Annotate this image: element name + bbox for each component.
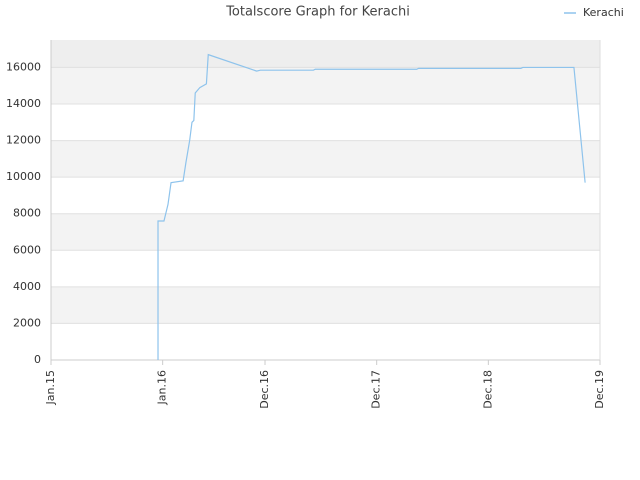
y-tick-label: 10000 — [6, 170, 41, 183]
x-tick-label: Dec.17 — [370, 370, 383, 409]
x-tick-label: Dec.18 — [481, 370, 494, 409]
y-tick-label: 8000 — [13, 207, 41, 220]
y-tick-label: 0 — [34, 353, 41, 366]
chart-title: Totalscore Graph for Kerachi — [225, 5, 410, 20]
y-tick-label: 14000 — [6, 97, 41, 110]
y-tick-label: 16000 — [6, 60, 41, 73]
line — [157, 53, 586, 360]
y-tick-label: 4000 — [13, 280, 41, 293]
band — [51, 286, 600, 324]
band — [51, 213, 600, 251]
x-tick-label: Jan.16 — [156, 370, 169, 405]
x-tick-label: Dec.19 — [593, 370, 606, 409]
y-tick-label: 2000 — [13, 316, 41, 329]
x-tick-label: Dec.16 — [258, 370, 271, 409]
band — [51, 140, 600, 178]
band — [51, 40, 600, 68]
y-tick-label: 12000 — [6, 134, 41, 147]
x-tick-label: Jan.15 — [44, 370, 57, 405]
y-tick-label: 6000 — [13, 243, 41, 256]
legend-label: Kerachi — [583, 6, 624, 19]
band — [51, 67, 600, 104]
